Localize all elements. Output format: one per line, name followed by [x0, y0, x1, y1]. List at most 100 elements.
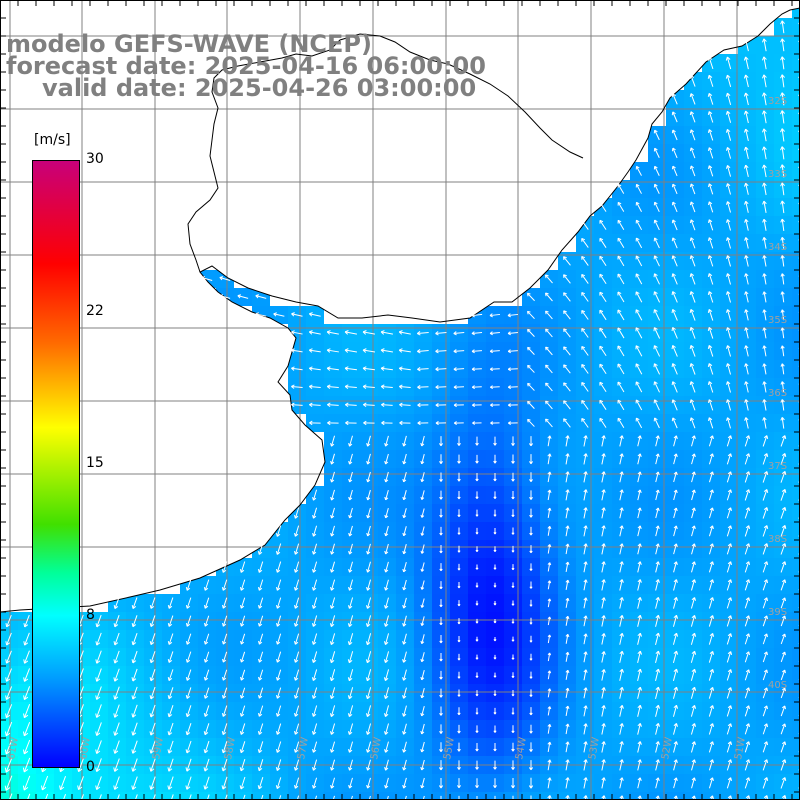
wind-arrow — [399, 384, 411, 389]
wind-arrow — [293, 759, 300, 771]
wind-arrow — [617, 201, 625, 212]
wind-arrow — [653, 327, 661, 339]
wind-arrow — [5, 632, 12, 646]
wind-arrow — [780, 669, 786, 681]
wind-arrow — [707, 165, 714, 177]
wind-arrow — [402, 777, 407, 789]
wind-arrow — [453, 403, 464, 408]
wind-arrow — [619, 561, 624, 573]
wind-arrow — [547, 759, 552, 771]
wind-arrow — [565, 471, 570, 483]
wind-arrow — [275, 705, 282, 717]
wind-arrow — [744, 507, 751, 519]
wind-arrow — [471, 349, 482, 354]
wind-arrow — [398, 348, 411, 353]
wind-arrow — [95, 686, 102, 700]
wind-arrow — [508, 421, 518, 425]
wind-arrow — [384, 471, 389, 483]
wind-arrow — [547, 544, 552, 554]
wind-arrow — [308, 366, 321, 371]
wind-arrow — [707, 183, 714, 195]
wind-arrow — [619, 579, 624, 591]
wind-arrow — [726, 273, 731, 285]
wind-arrow — [547, 580, 552, 590]
wind-arrow — [471, 331, 483, 336]
wind-arrow — [329, 633, 336, 646]
wind-arrow — [5, 704, 13, 719]
wind-arrow — [203, 579, 210, 591]
wind-arrow — [149, 740, 156, 754]
wind-arrow — [330, 561, 336, 573]
wind-arrow — [203, 597, 210, 609]
wind-arrow — [744, 741, 751, 753]
wind-arrow — [276, 633, 282, 645]
wind-arrow — [453, 349, 465, 354]
wind-arrow — [348, 543, 353, 555]
wind-arrow — [671, 309, 678, 321]
wind-arrow — [365, 651, 372, 664]
wind-arrow — [402, 669, 407, 681]
wind-arrow — [95, 632, 102, 646]
wind-arrow — [312, 525, 318, 537]
wind-arrow — [744, 651, 751, 663]
wind-arrow — [489, 313, 501, 318]
wind-arrows — [4, 2, 800, 800]
wind-arrow — [368, 795, 371, 800]
wind-arrow — [77, 758, 84, 773]
wind-speed-cell — [792, 54, 800, 72]
wind-arrow — [635, 327, 643, 339]
wind-arrow — [780, 525, 787, 537]
wind-arrow — [511, 545, 515, 553]
wind-arrow — [545, 382, 553, 392]
wind-arrow — [671, 201, 678, 213]
wind-arrow — [726, 255, 731, 267]
wind-arrow — [708, 561, 714, 573]
wind-arrow — [780, 74, 785, 88]
wind-arrow — [327, 402, 339, 408]
wind-arrow — [601, 633, 606, 645]
wind-arrow — [565, 507, 570, 519]
wind-arrow — [457, 545, 461, 553]
wind-arrow — [134, 794, 138, 800]
wind-arrow — [383, 633, 390, 645]
wind-arrow — [402, 490, 407, 501]
wind-arrow — [221, 723, 228, 736]
latitude-label: 39S — [768, 607, 787, 618]
wind-arrow — [275, 759, 282, 771]
wind-arrow — [149, 651, 156, 664]
wind-arrow — [511, 689, 515, 697]
wind-arrow — [494, 795, 496, 800]
wind-arrow — [330, 435, 336, 447]
wind-arrow — [380, 384, 393, 389]
wind-arrow — [453, 421, 464, 425]
wind-arrow — [260, 794, 264, 800]
wind-arrow — [707, 363, 714, 375]
wind-arrow — [653, 237, 660, 249]
wind-arrow — [762, 597, 769, 609]
wind-arrow — [671, 237, 678, 249]
land-mass — [0, 0, 800, 612]
wind-arrow — [780, 128, 786, 142]
wind-arrow — [545, 418, 553, 428]
wind-arrow — [707, 381, 714, 393]
wind-arrow — [529, 545, 533, 554]
wind-arrow — [383, 687, 390, 700]
wind-arrow — [40, 775, 49, 791]
wind-arrow — [345, 402, 357, 408]
wind-arrow — [23, 704, 31, 719]
wind-arrow — [507, 331, 518, 336]
wind-arrow — [671, 381, 678, 393]
wind-arrow — [581, 310, 589, 320]
wind-arrow — [673, 777, 678, 789]
wind-arrow — [475, 654, 479, 660]
wind-arrow — [131, 722, 138, 736]
wind-arrow — [23, 686, 31, 701]
wind-arrow — [329, 669, 336, 682]
wind-arrow — [637, 561, 642, 573]
wind-arrow — [708, 453, 714, 465]
wind-arrow — [4, 721, 13, 737]
wind-arrow — [780, 309, 785, 321]
wind-arrow — [708, 489, 714, 501]
wind-speed-cell — [792, 414, 800, 432]
wind-arrow — [402, 741, 407, 753]
